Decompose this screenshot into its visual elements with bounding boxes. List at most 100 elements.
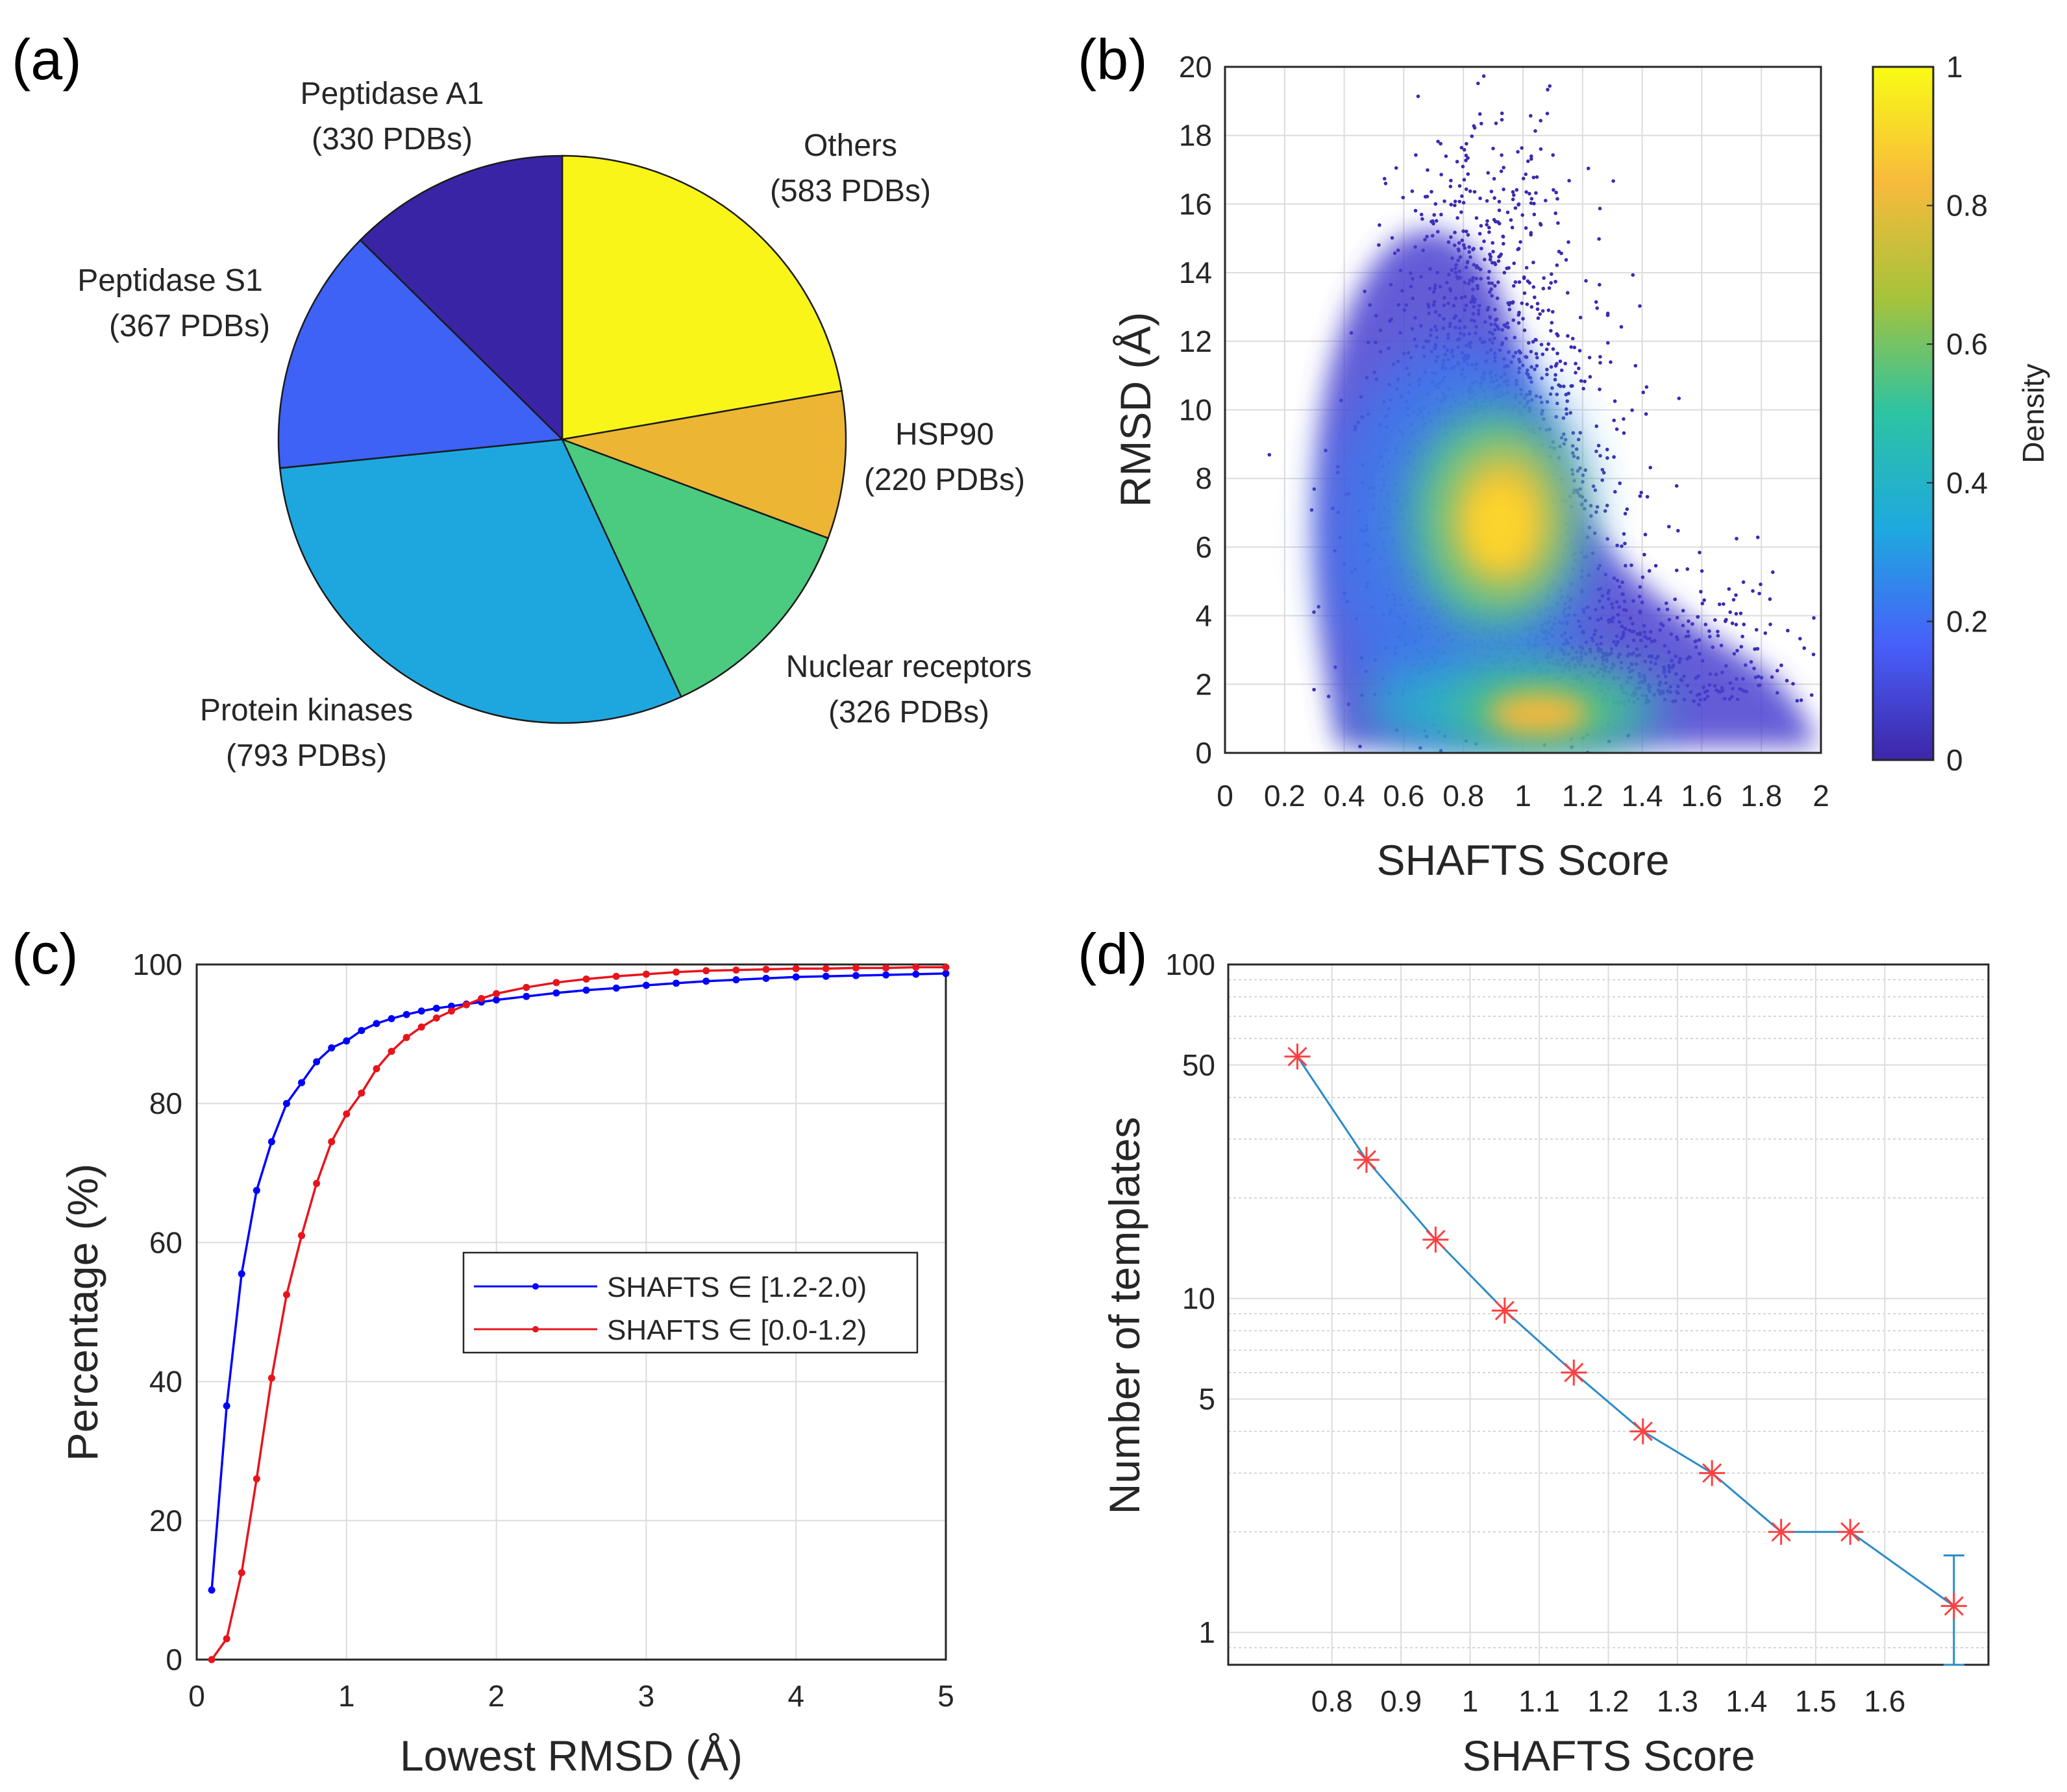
x-axis-label-c: Lowest RMSD (Å) [400,1732,743,1780]
scatter-point [1546,308,1551,312]
scatter-point [1638,304,1642,308]
scatter-point [1518,240,1522,244]
scatter-point [1612,455,1616,459]
scatter-point [1485,223,1489,227]
data-point [523,992,530,1000]
scatter-point [1548,84,1552,88]
scatter-point [1534,352,1539,356]
data-point [208,1656,216,1663]
scatter-point [1511,301,1515,305]
scatter-point [1394,166,1398,170]
scatter-point [1511,190,1515,194]
scatter-point [1513,206,1518,210]
scatter-point [1453,199,1457,204]
y-tick-label: 50 [1182,1048,1215,1082]
scatter-point [1588,374,1592,379]
scatter-point [1561,416,1566,420]
pie-label-a1-count: (330 PDBs) [312,122,473,156]
scatter-point [1425,195,1430,199]
scatter-point [1516,203,1520,207]
scatter-point [1741,580,1746,584]
y-tick-label: 100 [1165,948,1215,981]
scatter-point [1524,226,1528,230]
scatter-point [1476,81,1480,86]
scatter-point [1526,159,1530,164]
scatter-point [1312,610,1316,614]
scatter-point [1551,347,1555,351]
scatter-point [1464,153,1468,158]
scatter-point [1439,141,1442,146]
scatter-point [1507,302,1511,307]
scatter-point [1731,598,1736,602]
scatter-point [1553,280,1557,284]
data-point-star [1699,1460,1726,1486]
scatter-point [1485,199,1489,203]
scatter-point [1728,610,1732,614]
scatter-point [1390,236,1394,240]
pie-label-nuclear-name: Nuclear receptors [786,650,1032,684]
data-point [358,1027,365,1035]
colorbar-ticks: 0 0.2 0.4 0.6 0.8 1 [1927,50,1988,777]
scatter-point [1377,243,1381,247]
data-point [852,964,860,972]
scatter-point [1724,618,1728,622]
scatter-point [1541,352,1545,356]
legend-c: SHAFTS ∈ [1.2-2.0) SHAFTS ∈ [0.0-1.2) [462,1251,919,1354]
scatter-point [1553,211,1557,215]
pie-chart: Others (583 PDBs) HSP90 (220 PDBs) Nucle… [77,77,1032,773]
scatter-point [1700,569,1704,573]
data-point-star [1837,1519,1864,1545]
data-point [942,970,950,977]
pie-label-kinases-count: (793 PDBs) [226,739,387,773]
x-tick-label: 0.8 [1311,1684,1353,1718]
scatter-point [1598,387,1602,391]
pie-label-hsp90-count: (220 PDBs) [864,463,1025,497]
scatter-point [1522,291,1527,295]
scatter-point [1466,233,1470,237]
y-tick-label: 6 [1195,530,1212,564]
scatter-point [1734,622,1739,627]
scatter-point [1533,367,1537,371]
scatter-point [1486,171,1490,175]
scatter-point [1811,652,1816,657]
scatter-point [1483,258,1487,262]
scatter-point [1598,454,1602,458]
scatter-point [1536,316,1541,321]
scatter-point [1496,259,1501,264]
scatter-point [1455,160,1459,164]
scatter-point [1464,229,1468,234]
cdf-line-chart: 0 1 2 3 4 5 0 20 40 60 80 100 Lowest RMSD (Å) Perc… [58,948,954,1780]
scatter-point [1502,241,1505,246]
scatter-point [1598,206,1602,211]
scatter-point [1436,140,1440,143]
scatter-point [1798,637,1802,641]
y-axis-label-b: RMSD (Å) [1111,312,1159,508]
scatter-point [1698,550,1702,555]
scatter-point [1524,190,1528,194]
scatter-point [1567,178,1571,183]
scatter-point [1583,379,1587,384]
pie-label-s1-count: (367 PDBs) [109,309,270,343]
scatter-point [1563,362,1567,365]
pie-label-a1-name: Peptidase A1 [301,77,484,111]
data-point [552,979,560,987]
data-point [447,1007,455,1015]
scatter-point [1595,306,1599,310]
scatter-point [1633,363,1638,368]
pie-labels: Others (583 PDBs) HSP90 (220 PDBs) Nucle… [77,77,1032,773]
y-tick-label: 20 [149,1504,182,1538]
data-point [388,1048,395,1055]
scatter-point [1611,179,1615,183]
scatter-point [1785,678,1789,683]
scatter-point [1474,216,1479,220]
y-tick-label: 4 [1195,599,1212,633]
scatter-point [1584,278,1588,283]
pie-label-hsp90-name: HSP90 [895,417,994,452]
scatter-point [1532,212,1537,217]
scatter-point [1713,618,1717,622]
scatter-point [1520,146,1524,150]
pie-label-nuclear-count: (326 PDBs) [828,695,989,730]
x-tick-label: 1 [338,1679,355,1713]
scatter-point [1700,602,1705,606]
scatter-point [1564,258,1568,262]
